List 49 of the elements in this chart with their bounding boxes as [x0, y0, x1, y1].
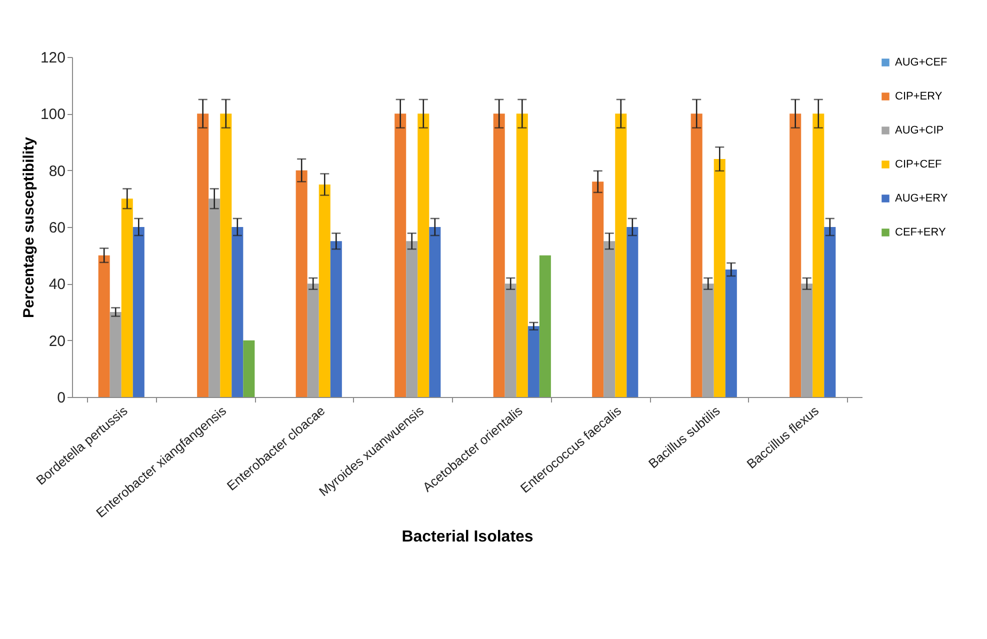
bar	[220, 114, 232, 397]
y-tick-label: 0	[57, 390, 66, 406]
y-tick-label: 20	[48, 332, 66, 350]
legend-label: AUG+ERY	[895, 192, 948, 204]
bar	[539, 255, 551, 397]
legend-label: CIP+CEF	[895, 158, 942, 170]
bar	[504, 284, 516, 397]
bar	[714, 159, 726, 397]
bar	[318, 184, 330, 397]
bar	[132, 227, 144, 397]
y-tick-label: 80	[48, 162, 66, 180]
bar	[812, 114, 824, 397]
bar	[394, 114, 406, 397]
bar	[604, 241, 616, 397]
bar	[824, 227, 836, 397]
bar	[626, 227, 638, 397]
bar	[725, 270, 737, 397]
bar	[702, 284, 714, 397]
y-tick-label: 120	[40, 50, 66, 66]
y-axis-title: Percentage susceptibility	[20, 136, 38, 318]
bar	[307, 284, 319, 397]
bar	[801, 284, 813, 397]
legend-label: AUG+CEF	[895, 56, 948, 68]
legend-label: AUG+CIP	[895, 124, 944, 136]
y-tick-label: 100	[40, 106, 66, 124]
bar	[110, 312, 122, 397]
bar	[516, 114, 528, 397]
bar	[429, 227, 441, 397]
bar	[790, 114, 802, 397]
y-tick-label: 40	[48, 276, 66, 294]
bar	[98, 255, 110, 397]
bar	[243, 340, 255, 397]
bar	[197, 114, 209, 397]
bar	[296, 170, 308, 397]
bar	[418, 114, 430, 397]
bar	[592, 182, 604, 397]
legend-label: CIP+ERY	[895, 90, 943, 102]
bar	[615, 114, 627, 397]
bar	[208, 198, 220, 397]
bar	[690, 114, 702, 397]
legend-label: CEF+ERY	[895, 226, 947, 238]
bar	[330, 241, 342, 397]
y-tick-label: 60	[48, 220, 66, 236]
bar	[121, 198, 133, 397]
bar	[528, 326, 540, 397]
x-axis-title: Bacterial Isolates	[402, 528, 534, 546]
bar	[493, 114, 505, 397]
bar	[232, 227, 244, 397]
bar	[406, 241, 418, 397]
